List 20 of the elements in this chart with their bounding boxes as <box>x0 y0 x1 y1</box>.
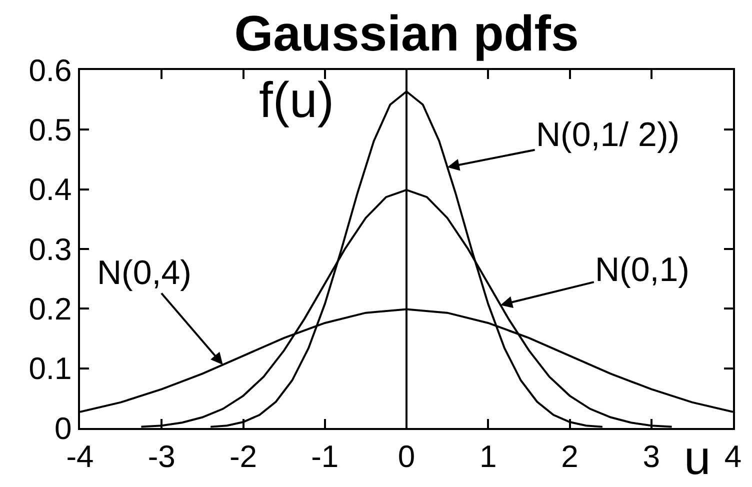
annotation: N(0,4) <box>97 254 192 292</box>
annotation: N(0,1) <box>595 251 690 289</box>
x-tick-label: 0 <box>398 439 416 474</box>
x-tick-label: 3 <box>642 439 660 474</box>
y-tick-label: 0.1 <box>28 351 72 386</box>
chart-title: Gaussian pdfs <box>234 6 579 62</box>
x-tick-label: -1 <box>311 439 339 474</box>
x-tick-label: 4 <box>724 439 742 474</box>
y-tick-label: 0.3 <box>28 232 72 267</box>
x-axis-title: u <box>684 432 711 485</box>
y-axis-title: f(u) <box>259 72 334 128</box>
annotation: N(0,1/ 2)) <box>536 116 680 154</box>
y-tick-label: 0.4 <box>28 172 72 208</box>
y-tick-label: 0.2 <box>28 292 72 327</box>
x-tick-label: -3 <box>148 439 176 474</box>
x-tick-label: 1 <box>480 439 497 474</box>
y-tick-label: 0.5 <box>28 112 72 148</box>
y-tick-label: 0.6 <box>28 52 72 88</box>
x-tick-label: -2 <box>229 439 258 474</box>
x-tick-label: 2 <box>561 439 578 474</box>
